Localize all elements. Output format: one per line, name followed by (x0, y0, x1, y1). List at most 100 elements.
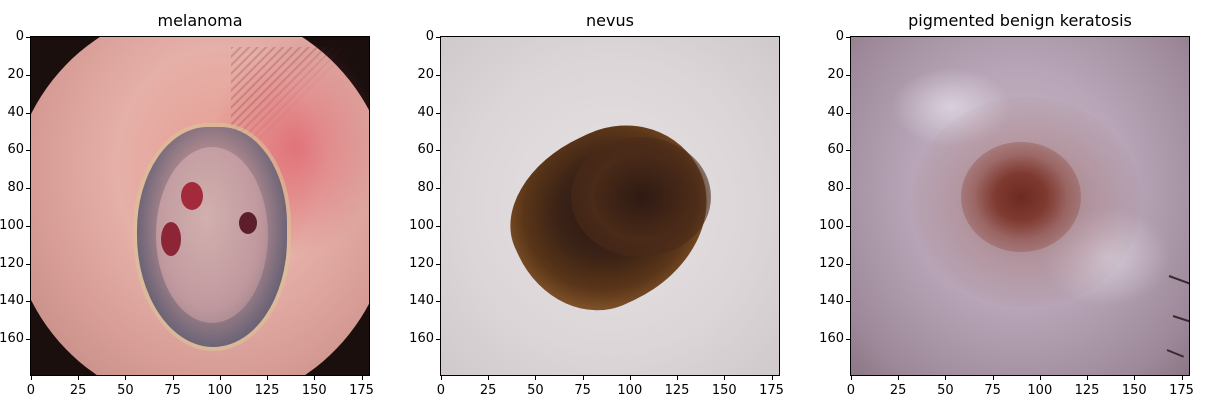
x-tick-label: 125 (664, 383, 690, 398)
x-tick-mark (488, 376, 490, 380)
y-tick-mark (436, 188, 440, 190)
x-tick-mark (267, 376, 269, 380)
y-tick-label: 140 (409, 293, 434, 309)
pigmented-benign-keratosis-image (851, 37, 1189, 375)
x-tick-mark (440, 376, 442, 380)
y-tick-label: 0 (835, 28, 844, 44)
y-tick-label: 40 (827, 104, 844, 120)
image-axes (850, 36, 1190, 376)
y-tick-mark (26, 301, 30, 303)
y-tick-label: 160 (0, 331, 24, 347)
x-tick-mark (582, 376, 584, 380)
y-tick-mark (846, 225, 850, 227)
x-tick-mark (361, 376, 363, 380)
x-tick-label: 175 (759, 383, 784, 398)
y-tick-label: 0 (425, 28, 434, 44)
y-tick-label: 80 (827, 180, 844, 196)
x-tick-mark (898, 376, 900, 380)
y-tick-label: 40 (417, 104, 434, 120)
x-tick-mark (314, 376, 316, 380)
x-tick-mark (850, 376, 852, 380)
y-tick-mark (26, 112, 30, 114)
x-tick-label: 100 (1027, 383, 1053, 398)
y-tick-mark (26, 263, 30, 265)
panel-pigmented-benign-keratosis: pigmented benign keratosis 0 20 40 60 80 100 1… (819, 0, 1211, 413)
nevus-image (441, 37, 779, 375)
x-tick-label: 100 (617, 383, 643, 398)
y-tick-label: 160 (409, 331, 434, 347)
y-tick-label: 20 (827, 66, 844, 82)
y-tick-label: 140 (819, 293, 844, 309)
y-tick-mark (26, 188, 30, 190)
y-tick-mark (846, 112, 850, 114)
panel-title: melanoma (157, 11, 243, 30)
panel-melanoma: melanoma 0 20 40 60 80 100 120 140 160 0 25 50 75 10… (0, 0, 403, 413)
y-tick-label: 60 (7, 142, 24, 158)
y-tick-mark (846, 74, 850, 76)
x-tick-mark (945, 376, 947, 380)
melanoma-image (31, 37, 369, 375)
y-tick-mark (26, 36, 30, 38)
y-tick-label: 140 (0, 293, 24, 309)
y-tick-mark (436, 263, 440, 265)
x-tick-label: 25 (69, 383, 87, 398)
x-tick-mark (1134, 376, 1136, 380)
y-tick-mark (436, 150, 440, 152)
x-tick-label: 150 (711, 383, 737, 398)
y-tick-label: 120 (409, 255, 434, 271)
x-tick-label: 0 (436, 383, 446, 398)
panel-title: pigmented benign keratosis (908, 11, 1132, 30)
x-tick-label: 150 (1121, 383, 1147, 398)
y-tick-mark (26, 150, 30, 152)
panel-nevus: nevus 0 20 40 60 80 100 120 140 160 0 25 50 75 100 12… (409, 0, 813, 413)
x-tick-label: 50 (117, 383, 134, 398)
x-tick-mark (1039, 376, 1041, 380)
x-tick-label: 50 (937, 383, 954, 398)
y-tick-mark (846, 188, 850, 190)
x-tick-mark (1181, 376, 1183, 380)
y-tick-label: 60 (417, 142, 434, 158)
x-tick-mark (78, 376, 80, 380)
x-tick-mark (30, 376, 32, 380)
image-axes (440, 36, 780, 376)
y-tick-mark (436, 36, 440, 38)
x-tick-label: 150 (301, 383, 327, 398)
panel-title: nevus (586, 11, 634, 30)
y-tick-mark (436, 339, 440, 341)
y-tick-mark (846, 301, 850, 303)
y-tick-label: 100 (409, 217, 434, 233)
y-tick-label: 80 (7, 180, 24, 196)
y-tick-label: 20 (7, 66, 24, 82)
y-tick-label: 100 (819, 217, 844, 233)
y-tick-mark (846, 150, 850, 152)
y-tick-label: 120 (819, 255, 844, 271)
x-tick-label: 175 (1169, 383, 1194, 398)
x-tick-mark (172, 376, 174, 380)
y-tick-label: 60 (827, 142, 844, 158)
x-tick-mark (677, 376, 679, 380)
x-tick-label: 50 (527, 383, 544, 398)
x-tick-mark (219, 376, 221, 380)
x-tick-mark (629, 376, 631, 380)
y-tick-mark (436, 225, 440, 227)
y-tick-mark (26, 74, 30, 76)
image-axes (30, 36, 370, 376)
x-tick-mark (771, 376, 773, 380)
y-tick-label: 80 (417, 180, 434, 196)
x-tick-label: 75 (984, 383, 1001, 398)
y-tick-label: 40 (7, 104, 24, 120)
y-tick-label: 100 (0, 217, 24, 233)
y-tick-label: 120 (0, 255, 24, 271)
x-tick-label: 175 (349, 383, 374, 398)
x-tick-mark (1087, 376, 1089, 380)
y-tick-mark (846, 339, 850, 341)
x-tick-mark (724, 376, 726, 380)
y-tick-mark (846, 263, 850, 265)
x-tick-label: 25 (479, 383, 497, 398)
x-tick-label: 75 (164, 383, 181, 398)
y-tick-mark (436, 301, 440, 303)
x-tick-label: 125 (254, 383, 280, 398)
x-tick-label: 100 (207, 383, 233, 398)
y-tick-mark (436, 74, 440, 76)
x-tick-label: 125 (1074, 383, 1100, 398)
